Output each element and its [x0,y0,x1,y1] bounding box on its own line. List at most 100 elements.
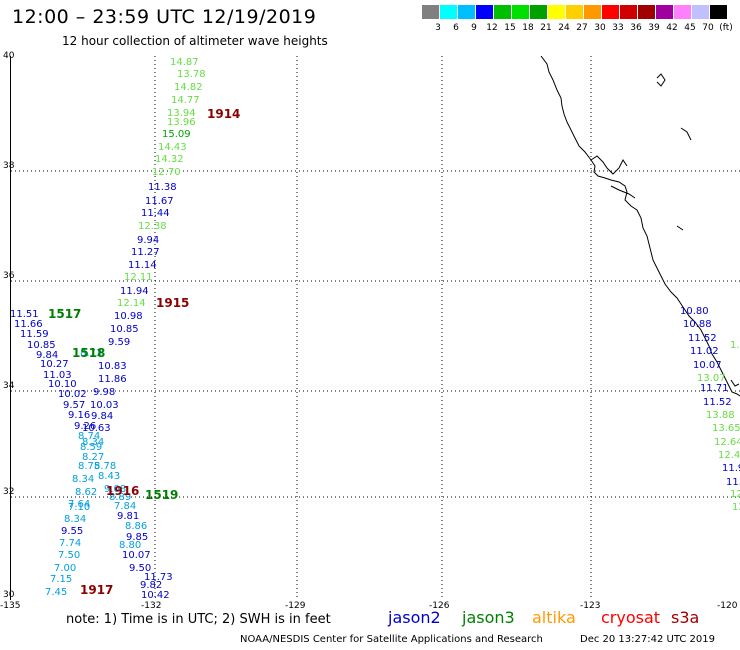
wave-height-value: 8.34 [64,514,87,525]
wave-height-value: 11.51 [10,309,39,320]
color-swatch [494,5,511,19]
wave-height-value: 14.82 [174,82,203,93]
wave-height-value: 9.98 [93,387,116,398]
longitude-tick-label: -123 [580,601,601,611]
satellite-legend-item: jason3 [462,608,515,627]
wave-height-value: 7.15 [50,574,73,585]
wave-height-value: 9.16 [68,410,91,421]
color-scale-tick: 12 [486,23,498,33]
pass-label: 1917 [80,583,114,597]
pass-label: 1916 [106,484,140,498]
wave-height-value: 13.65 [712,423,740,434]
wave-height-value: 8.59 [80,442,103,453]
color-swatch [674,5,691,19]
color-scale-tick: 6 [453,23,459,33]
pass-label: 1517 [48,307,82,321]
wave-height-value: 12.64 [714,437,740,448]
wave-height-value: 12. [730,489,740,500]
color-scale-tick: 18 [522,23,534,33]
wave-height-value: 11. [726,477,740,488]
wave-height-value: 10.98 [114,311,143,322]
wave-height-value: 10.07 [122,550,151,561]
wave-height-value: 10.02 [58,389,87,400]
color-swatch [656,5,673,19]
wave-height-value: 9.84 [36,350,59,361]
page-title: 12:00 – 23:59 UTC 12/19/2019 [12,6,317,28]
color-scale-tick: 36 [630,23,642,33]
wave-height-value: 1. [730,340,740,351]
wave-height-value: 12.46 [718,450,740,461]
color-swatch [440,5,457,19]
wave-height-value: 14.87 [170,57,199,68]
wave-height-value: 9.50 [129,563,152,574]
longitude-tick-label: -129 [285,601,306,611]
wave-height-value: 10.85 [27,340,56,351]
page-subtitle: 12 hour collection of altimeter wave hei… [62,34,328,48]
color-scale-tick: 39 [648,23,660,33]
latitude-tick-label: 36 [3,271,15,281]
wave-height-value: 11.9 [722,463,740,474]
color-scale-tick: 3 [435,23,441,33]
wave-height-value: 11.02 [690,346,719,357]
color-scale-tick: 70 [702,23,714,33]
satellite-legend-item: s3a [671,608,700,627]
wave-height-value: 11.67 [145,196,174,207]
wave-height-value: 10.27 [40,359,69,370]
color-swatch [620,5,637,19]
color-swatch [458,5,475,19]
wave-height-value: 10.07 [693,360,722,371]
wave-height-value: 8.89 [109,492,132,503]
wave-height-value: 10.85 [110,324,139,335]
wave-height-value: 11.71 [700,383,729,394]
island-outline [730,379,740,387]
bay-outline [610,185,636,199]
wave-height-value: 11.27 [131,247,160,258]
credit-text: NOAA/NESDIS Center for Satellite Applica… [240,634,543,645]
latitude-tick-label: 30 [3,590,15,600]
wave-height-value: 8.73 [80,348,103,359]
wave-height-value: 11.73 [144,572,173,583]
color-swatch [476,5,493,19]
color-swatch [422,5,439,19]
longitude-tick-label: -132 [141,601,162,611]
wave-height-value: 11.66 [14,319,43,330]
color-scale-tick: 33 [612,23,624,33]
wave-height-value: 12.38 [138,221,167,232]
wave-height-value: 9.26 [74,421,97,432]
color-scale-tick: 15 [504,23,516,33]
wave-height-value: 14.77 [171,95,200,106]
wave-height-value: 8.80 [119,540,142,551]
wave-height-value: 8.74 [78,431,101,442]
wave-height-value: 13.78 [177,69,206,80]
wave-height-value: 8.43 [98,471,121,482]
map-area [10,56,740,600]
wave-height-value: 11.03 [43,370,72,381]
wave-height-value: 10.63 [82,423,111,434]
wave-height-value: 9.82 [140,580,163,591]
color-swatch [710,5,727,19]
color-scale-tick: 24 [558,23,570,33]
wave-height-value: 11.44 [141,208,170,219]
wave-height-value: 10.03 [90,400,119,411]
wave-height-value: 8.75 [78,461,101,472]
color-swatch [548,5,565,19]
wave-height-value: 7.10 [68,502,91,513]
wave-height-value: 11.59 [20,329,49,340]
wave-height-value: 8.27 [82,452,105,463]
wave-height-value: 12. [732,502,740,513]
color-swatch [692,5,709,19]
pass-label: 1914 [207,107,241,121]
satellite-legend-item: altika [532,608,576,627]
color-scale-tick: (ft) [719,23,733,33]
bay-outline [590,155,628,175]
wave-height-value: 9.85 [126,532,149,543]
color-scale-tick: 21 [540,23,552,33]
wave-height-value: 7.64 [68,499,91,510]
wave-height-value: 13.07 [697,373,726,384]
wave-height-value: 15.09 [162,129,191,140]
wave-height-value: 9.08 [104,484,127,495]
pass-label: 1518 [72,346,106,360]
latitude-tick-label: 32 [3,487,15,497]
color-scale-tick: 30 [594,23,606,33]
wave-height-value: 14.43 [158,142,187,153]
